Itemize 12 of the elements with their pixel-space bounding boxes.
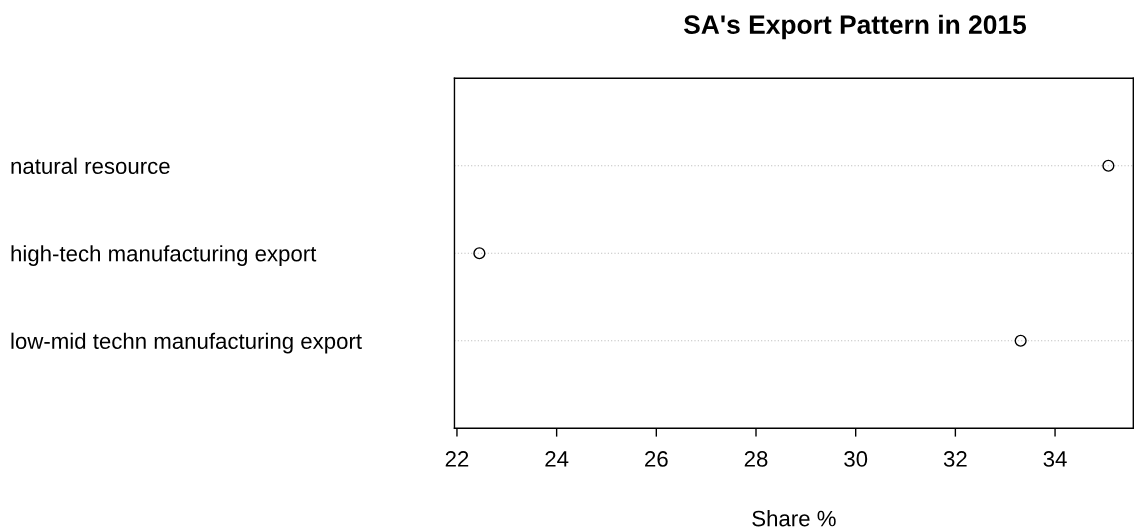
x-tick-label: 30 [844, 451, 868, 467]
x-tick-label: 34 [1043, 451, 1067, 467]
x-tick-label: 24 [545, 451, 569, 467]
x-tick-label: 26 [645, 451, 668, 467]
chart-title: SA's Export Pattern in 2015 [683, 14, 1027, 40]
x-axis-title: Share % [752, 510, 836, 527]
x-tick-label: 22 [445, 451, 469, 467]
x-tick-label: 32 [943, 451, 967, 467]
y-tick-label: natural resource [11, 157, 170, 174]
y-tick-label: high-tech manufacturing export [11, 245, 317, 266]
y-tick-label: low-mid techn manufacturing export [11, 332, 362, 354]
x-tick-label: 28 [744, 451, 768, 467]
